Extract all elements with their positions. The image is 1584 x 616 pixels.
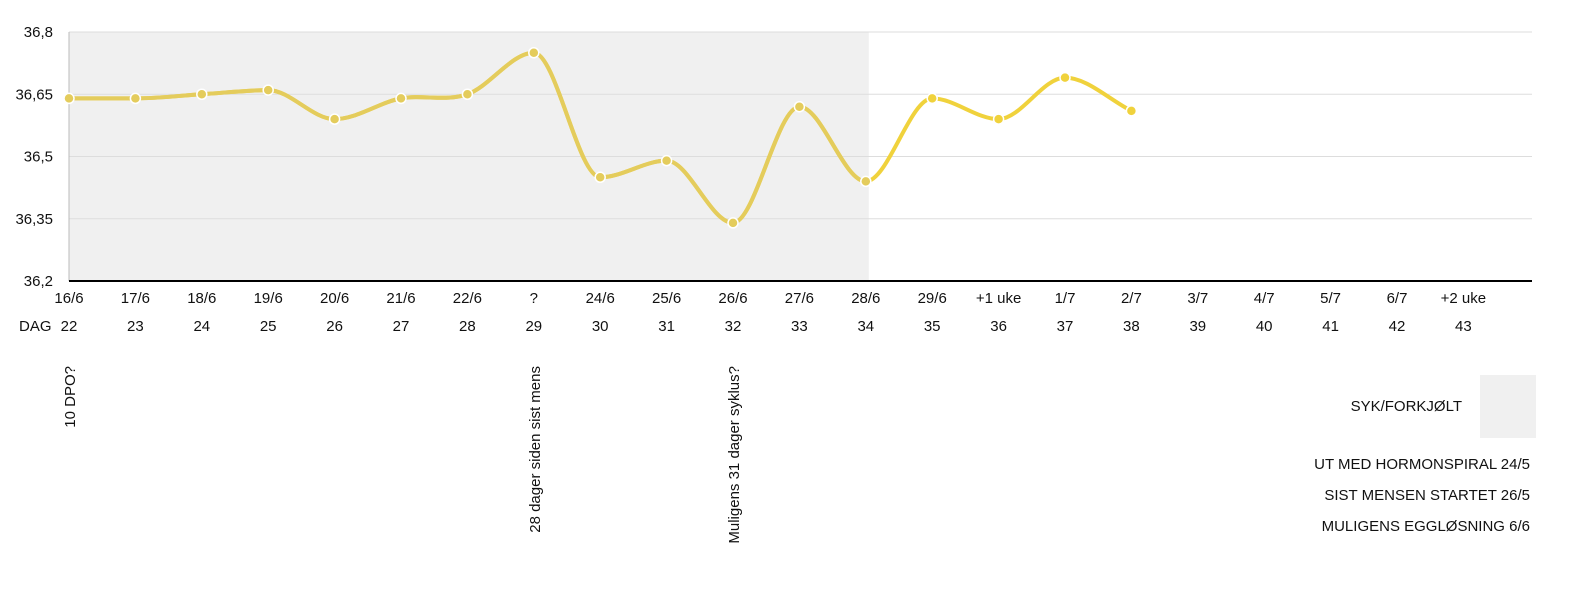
data-point (926, 92, 938, 105)
x-tick-label: 17/6 (121, 290, 150, 307)
data-point (328, 113, 341, 125)
y-tick-label: 36,5 (24, 149, 53, 166)
data-point (594, 171, 606, 183)
data-point (1125, 105, 1138, 117)
day-number: 27 (393, 318, 410, 335)
x-tick-label: 27/6 (785, 290, 814, 307)
day-number: 43 (1455, 318, 1472, 335)
x-tick-label: 6/7 (1387, 290, 1408, 307)
day-number: 26 (326, 318, 343, 335)
data-point (528, 47, 540, 59)
x-tick-label: 24/6 (586, 290, 615, 307)
legend-swatch-sick (1480, 375, 1536, 438)
day-number: 24 (193, 318, 210, 335)
data-point (395, 92, 407, 105)
day-number: 23 (127, 318, 144, 335)
x-tick-label: 22/6 (453, 290, 482, 307)
annotation-label: 10 DPO? (62, 366, 79, 428)
x-tick-label: 4/7 (1254, 290, 1275, 307)
data-point (727, 217, 739, 229)
y-tick-label: 36,2 (24, 273, 53, 290)
note-sist-mens: SIST MENSEN STARTET 26/5 (1324, 487, 1530, 504)
x-tick-label: 5/7 (1320, 290, 1341, 307)
day-number: 22 (61, 318, 78, 335)
day-number: 29 (525, 318, 542, 335)
day-number: 25 (260, 318, 277, 335)
annotation-label: 28 dager siden sist mens (527, 366, 544, 533)
x-tick-label: 1/7 (1055, 290, 1076, 307)
x-tick-label: ? (530, 290, 538, 307)
x-tick-label: 20/6 (320, 290, 349, 307)
data-point (860, 175, 872, 188)
annotation-label: Muligens 31 dager syklus? (726, 366, 743, 544)
note-hormonspiral: UT MED HORMONSPIRAL 24/5 (1314, 456, 1530, 473)
day-number: 36 (990, 318, 1007, 335)
day-number: 32 (725, 318, 742, 335)
x-tick-label: +2 uke (1441, 290, 1486, 307)
x-tick-label: +1 uke (976, 290, 1021, 307)
x-tick-label: 29/6 (918, 290, 947, 307)
data-point (63, 92, 75, 105)
legend-label-sick: SYK/FORKJØLT (1350, 398, 1462, 415)
x-tick-label: 25/6 (652, 290, 681, 307)
day-number: 38 (1123, 318, 1140, 335)
y-tick-label: 36,8 (24, 24, 53, 41)
x-tick-label: 18/6 (187, 290, 216, 307)
y-tick-label: 36,65 (15, 86, 53, 103)
x-tick-label: 16/6 (54, 290, 83, 307)
data-point (660, 154, 673, 167)
data-point (793, 100, 806, 113)
day-number: 41 (1322, 318, 1339, 335)
day-number: 33 (791, 318, 808, 335)
day-number: 39 (1189, 318, 1206, 335)
day-number: 30 (592, 318, 609, 335)
note-eggløsning: MULIGENS EGGLØSNING 6/6 (1321, 518, 1530, 535)
data-point (196, 88, 208, 100)
day-number: 37 (1057, 318, 1074, 335)
x-tick-label: 21/6 (386, 290, 415, 307)
day-number: 42 (1389, 318, 1406, 335)
data-point (1059, 71, 1071, 84)
x-tick-label: 28/6 (851, 290, 880, 307)
data-point (262, 84, 274, 96)
day-number: 28 (459, 318, 476, 335)
x-tick-label: 19/6 (254, 290, 283, 307)
data-point (992, 113, 1005, 125)
day-number: 34 (857, 318, 874, 335)
data-point (461, 88, 474, 100)
x-tick-label: 3/7 (1187, 290, 1208, 307)
data-point (129, 92, 142, 105)
day-number: 31 (658, 318, 675, 335)
day-number: 40 (1256, 318, 1273, 335)
x-tick-label: 26/6 (718, 290, 747, 307)
x-tick-label: 2/7 (1121, 290, 1142, 307)
day-number: 35 (924, 318, 941, 335)
y-tick-label: 36,35 (15, 211, 53, 228)
day-row-label: DAG (19, 318, 52, 335)
